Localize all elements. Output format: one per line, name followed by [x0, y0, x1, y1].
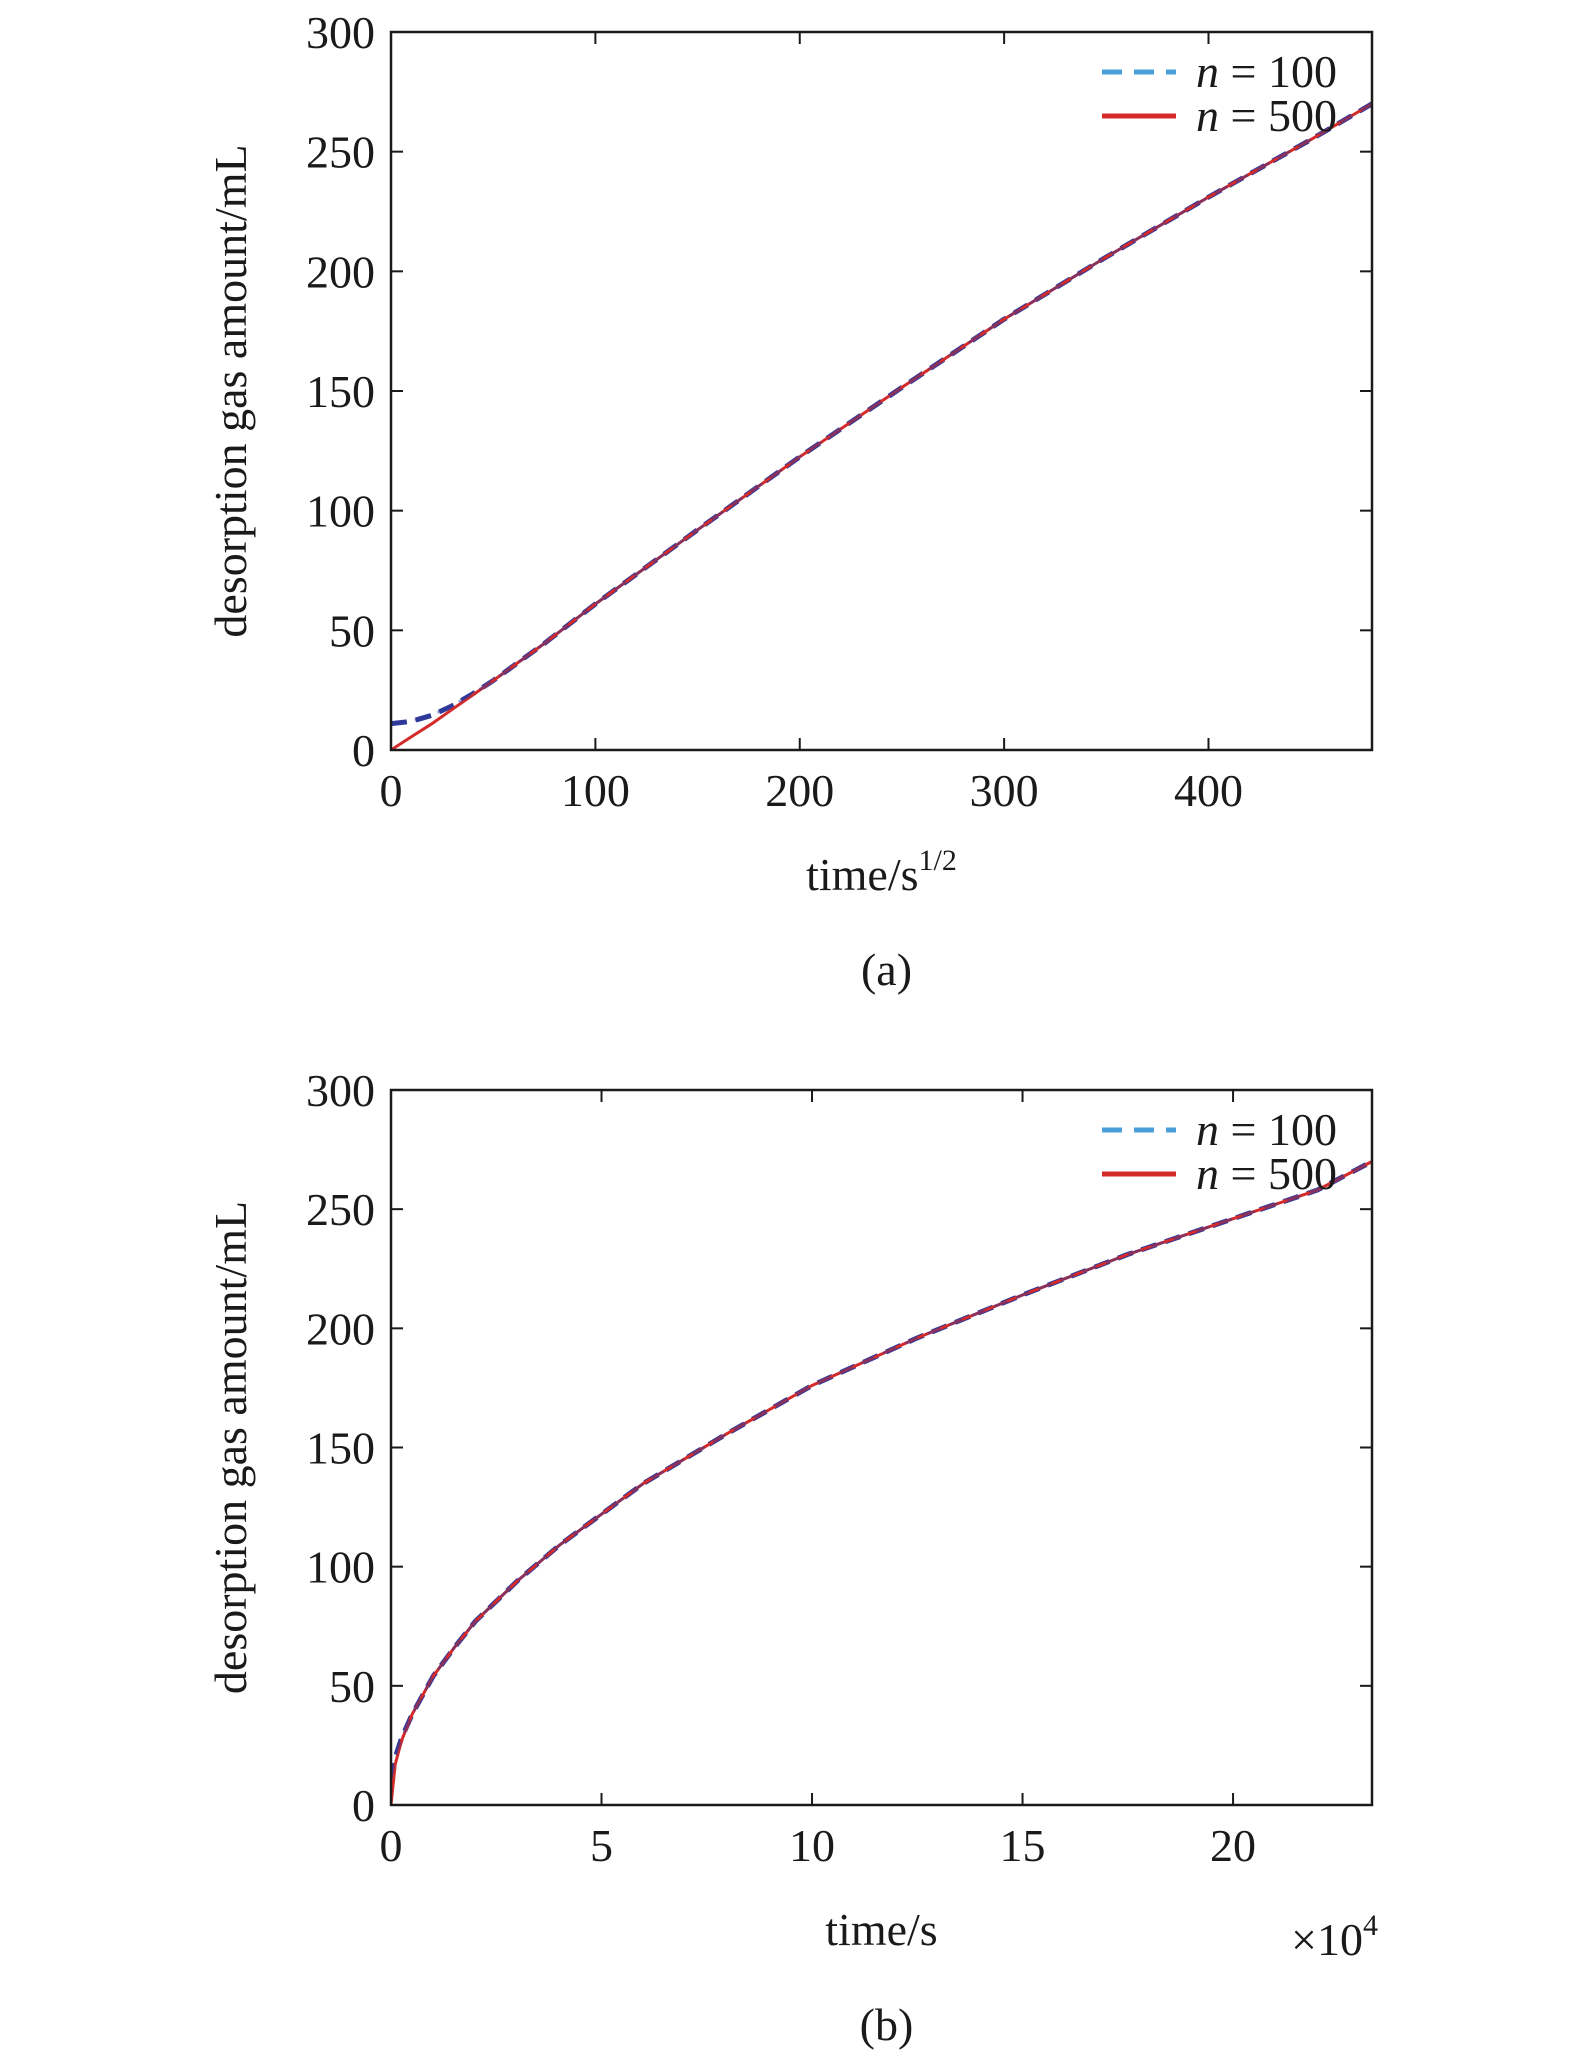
y-axis-title: desorption gas amount/mL [205, 144, 256, 637]
x-tick-label: 0 [380, 765, 403, 816]
x-axis-title: time/s1/2 [806, 844, 957, 900]
x-tick-label: 15 [1000, 1820, 1046, 1871]
series-line-n500 [391, 102, 1372, 750]
y-tick-label: 200 [306, 1303, 375, 1354]
legend-label: n = 500 [1196, 90, 1337, 141]
x-tick-label: 5 [590, 1820, 613, 1871]
legend-label: n = 100 [1196, 1104, 1337, 1155]
series-line-n100 [391, 101, 1372, 727]
y-tick-label: 100 [306, 1542, 375, 1593]
chart-panel-a: 0 50 100 150 200 250 300 0 100 200 300 400 time/s1/2… [205, 7, 1374, 995]
chart-panel-b: 0 50 100 150 200 250 300 0 5 10 15 20 ×104 time/s deso… [205, 1065, 1378, 2050]
x-tick-label: 300 [970, 765, 1039, 816]
x-tick-label: 10 [789, 1820, 835, 1871]
y-tick-label: 300 [306, 7, 375, 58]
y-tick-label: 0 [352, 725, 375, 776]
y-tick-label: 300 [306, 1065, 375, 1116]
series-line-n100-overlay [391, 1160, 1372, 1780]
x-tick-label: 100 [561, 765, 630, 816]
series-lines [391, 101, 1372, 750]
y-tick-label: 50 [329, 1661, 375, 1712]
legend-label: n = 100 [1196, 46, 1337, 97]
y-tick-label: 250 [306, 1184, 375, 1235]
x-axis-title: time/s [825, 1904, 937, 1955]
series-line-n100-overlay [391, 102, 1372, 726]
panel-label: (b) [860, 1999, 914, 2050]
y-axis-title: desorption gas amount/mL [205, 1201, 256, 1694]
y-tick-label: 50 [329, 605, 375, 656]
y-tick-label: 0 [352, 1780, 375, 1831]
x-tick-label: 0 [380, 1820, 403, 1871]
y-tick-label: 150 [306, 1423, 375, 1474]
legend-label: n = 500 [1196, 1148, 1337, 1199]
y-tick-label: 150 [306, 366, 375, 417]
x-tick-label: 400 [1174, 765, 1243, 816]
y-tick-label: 200 [306, 246, 375, 297]
x-tick-label: 200 [765, 765, 834, 816]
series-line-n100 [391, 1159, 1372, 1780]
x-axis-multiplier: ×104 [1291, 1909, 1378, 1965]
x-tick-label: 20 [1210, 1820, 1256, 1871]
y-tick-label: 100 [306, 486, 375, 537]
series-line-n500 [391, 1160, 1372, 1805]
panel-label: (a) [861, 944, 912, 995]
y-tick-label: 250 [306, 127, 375, 178]
series-lines [391, 1159, 1372, 1805]
